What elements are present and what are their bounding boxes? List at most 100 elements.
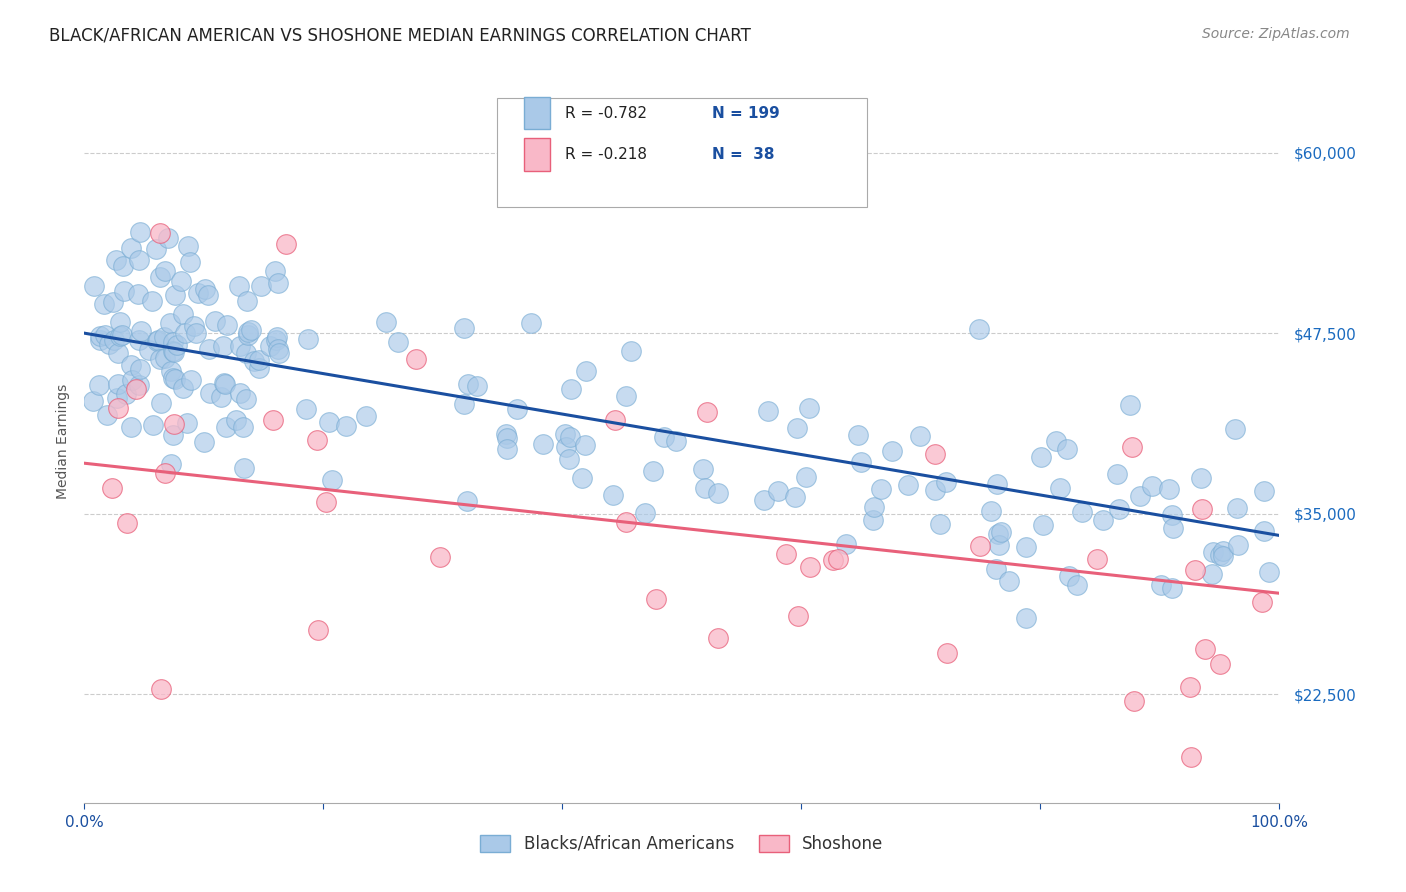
Point [799,401,821,415]
Point [605,413,627,427]
Point [453,397,475,411]
Point [335,418,357,433]
Point [453,321,475,335]
Point [862,513,884,527]
Point [520,317,543,331]
Point [267,346,290,360]
Point [846,428,869,442]
Point [120,241,142,255]
Point [706,486,728,500]
Point [1202,545,1225,559]
Point [228,279,250,293]
Point [165,372,187,386]
Point [1056,442,1078,456]
Point [935,475,957,490]
Point [924,447,946,461]
Point [634,506,657,520]
Point [235,392,257,407]
Point [531,437,554,451]
Point [96,408,118,422]
Point [1161,508,1184,523]
Point [1049,481,1071,495]
Point [1085,551,1108,566]
Point [1208,657,1230,671]
Point [149,682,172,697]
Point [986,476,1008,491]
Point [129,362,152,376]
Point [212,376,235,390]
Point [1032,517,1054,532]
Point [267,276,290,290]
Point [170,274,193,288]
Point [193,435,215,450]
Point [153,351,176,365]
Point [707,631,730,645]
Point [614,515,637,529]
Point [897,477,920,491]
Point [103,333,125,347]
Point [194,282,217,296]
Point [180,373,202,387]
Point [387,335,409,350]
Point [138,343,160,357]
Point [1178,681,1201,695]
Point [1201,566,1223,581]
Point [554,427,576,442]
Point [107,345,129,359]
Point [1208,548,1230,562]
Point [232,419,254,434]
Point [111,260,134,274]
Point [214,376,236,391]
Point [108,328,131,343]
Point [756,404,779,418]
Point [1140,479,1163,493]
Point [128,333,150,347]
Point [274,236,297,251]
Point [456,494,478,508]
Point [929,516,952,531]
Point [212,339,235,353]
Point [198,343,221,357]
Point [356,409,378,424]
Point [796,470,818,484]
Point [967,322,990,336]
Point [821,553,844,567]
FancyBboxPatch shape [524,138,551,170]
Point [863,500,886,514]
Point [307,623,329,637]
Point [176,416,198,430]
Point [240,323,263,337]
Point [129,325,152,339]
Point [1212,549,1234,563]
Point [187,285,209,300]
Point [987,526,1010,541]
Point [870,482,893,496]
Point [232,460,254,475]
Point [228,339,250,353]
Point [105,392,128,406]
Point [105,253,128,268]
Point [936,646,959,660]
Point [880,444,903,458]
Point [429,550,451,565]
Point [186,326,208,340]
Point [692,461,714,475]
Point [162,371,184,385]
Point [307,433,329,447]
Point [115,387,138,401]
Point [988,538,1011,552]
Point [786,421,808,435]
Point [204,313,226,327]
Point [1251,595,1274,609]
Point [1105,467,1128,481]
Point [159,316,181,330]
Point [172,307,194,321]
Point [924,483,946,497]
Point [108,315,131,329]
Point [97,337,120,351]
Point [120,358,142,372]
Point [242,354,264,368]
Point [162,427,184,442]
Point [558,429,581,443]
Point [1184,563,1206,577]
